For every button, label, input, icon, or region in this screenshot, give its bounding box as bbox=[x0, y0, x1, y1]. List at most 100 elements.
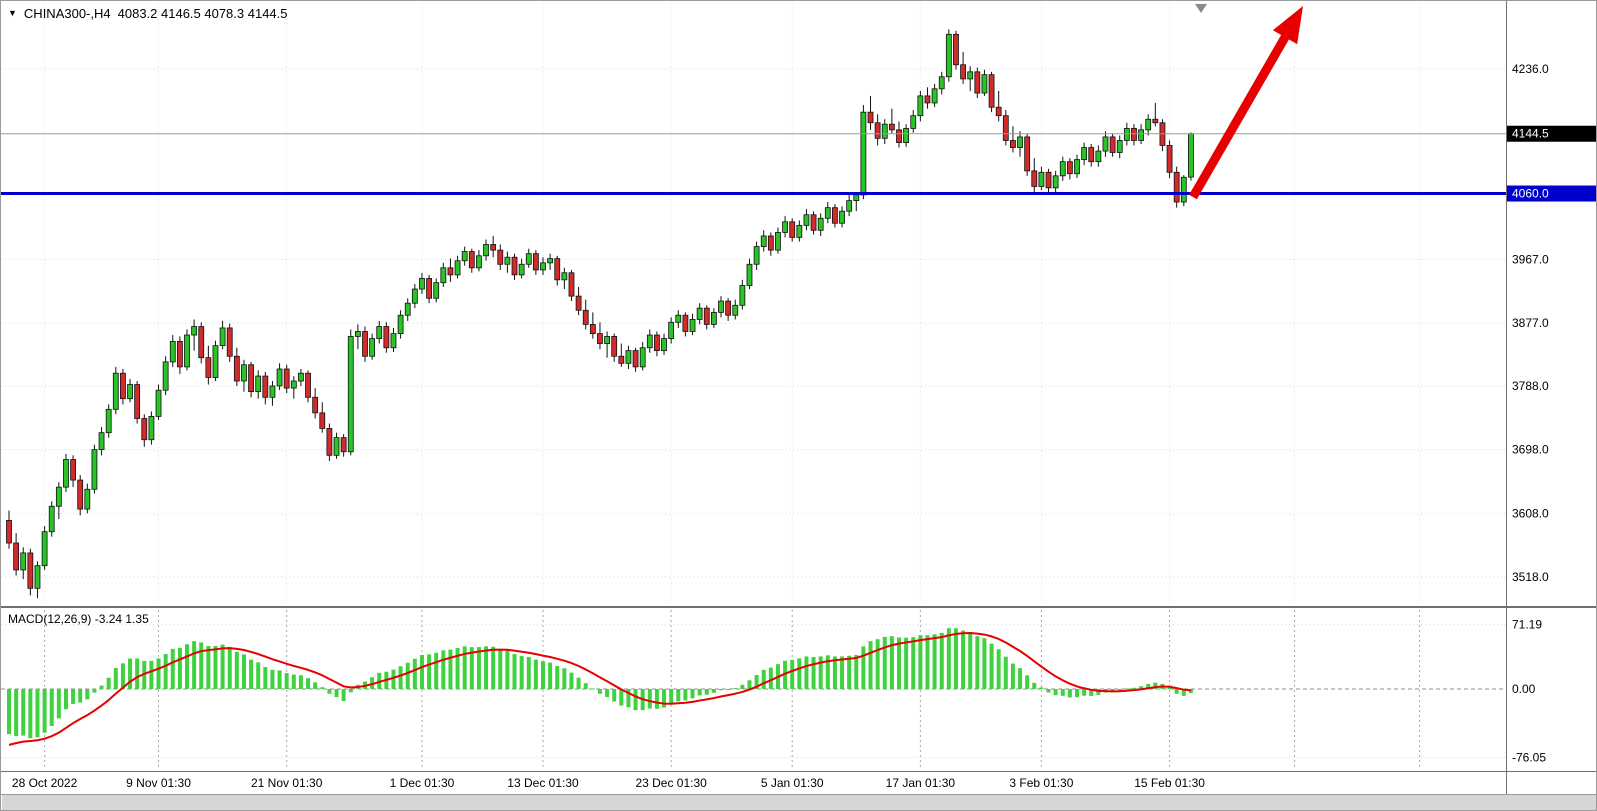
candle-body bbox=[120, 372, 126, 400]
candle-body bbox=[1102, 136, 1109, 152]
macd-histogram-bar bbox=[177, 647, 182, 689]
macd-histogram-bar bbox=[982, 638, 987, 689]
candle-body bbox=[48, 505, 55, 533]
macd-histogram-bar bbox=[804, 656, 809, 689]
macd-histogram-bar bbox=[120, 663, 125, 689]
candle-body bbox=[824, 207, 831, 219]
candle-body bbox=[597, 333, 603, 344]
candle-body bbox=[796, 224, 803, 238]
macd-histogram-bar bbox=[427, 654, 432, 689]
candle-body bbox=[1038, 171, 1045, 187]
macd-histogram-bar bbox=[1124, 688, 1129, 690]
macd-histogram-bar bbox=[911, 637, 916, 689]
candle-body bbox=[319, 412, 326, 429]
trend-arrow-shaft bbox=[1189, 19, 1298, 200]
macd-histogram-bar bbox=[398, 666, 403, 689]
macd-histogram-bar bbox=[113, 668, 118, 689]
candle-body bbox=[155, 389, 162, 417]
chart-shift-marker-icon bbox=[1195, 4, 1207, 13]
candle-body bbox=[803, 214, 810, 226]
candle-body bbox=[639, 347, 646, 368]
macd-histogram-bar bbox=[740, 684, 745, 689]
candle-body bbox=[960, 64, 966, 80]
macd-histogram-bar bbox=[882, 636, 887, 689]
macd-histogram-bar bbox=[605, 689, 610, 698]
candle-body bbox=[262, 375, 269, 398]
candle-body bbox=[974, 71, 981, 94]
candle-body bbox=[554, 258, 561, 281]
macd-histogram-bar bbox=[797, 658, 802, 689]
macd-histogram-bar bbox=[256, 662, 261, 689]
macd-histogram-bar bbox=[1082, 689, 1087, 696]
candle-body bbox=[988, 74, 995, 108]
candle-body bbox=[1045, 171, 1052, 189]
candle-body bbox=[34, 565, 41, 589]
candle-body bbox=[924, 95, 931, 104]
candle-body bbox=[13, 542, 20, 571]
time-axis-label: 9 Nov 01:30 bbox=[126, 776, 191, 790]
candle-body bbox=[682, 314, 689, 332]
candle-body bbox=[426, 278, 432, 299]
candle-body bbox=[383, 326, 390, 349]
macd-histogram-bar bbox=[925, 635, 930, 689]
macd-histogram-bar bbox=[462, 646, 467, 689]
candle-body bbox=[440, 267, 447, 284]
candle-body bbox=[810, 214, 817, 231]
candle-body bbox=[77, 479, 84, 510]
candle-body bbox=[390, 333, 397, 349]
macd-histogram-bar bbox=[1067, 689, 1072, 698]
macd-histogram-bar bbox=[313, 682, 318, 689]
macd-indicator-label: MACD(12,26,9) -3.24 1.35 bbox=[8, 612, 149, 626]
candle-body bbox=[1109, 136, 1116, 153]
candle-body bbox=[760, 235, 767, 247]
horizontal-scrollbar[interactable] bbox=[2, 794, 1597, 811]
candle-body bbox=[20, 552, 27, 571]
macd-histogram-bar bbox=[889, 636, 894, 689]
candle-body bbox=[105, 408, 112, 434]
macd-histogram-bar bbox=[42, 689, 47, 733]
macd-histogram-bar bbox=[626, 689, 631, 708]
macd-histogram-bar bbox=[234, 651, 239, 689]
macd-histogram-bar bbox=[612, 689, 617, 702]
macd-histogram-bar bbox=[1117, 689, 1122, 691]
candle-body bbox=[1002, 115, 1009, 141]
candle-body bbox=[575, 295, 582, 311]
candle-body bbox=[518, 263, 525, 276]
macd-histogram-bar bbox=[484, 646, 489, 689]
candle-body bbox=[874, 122, 881, 139]
macd-histogram-bar bbox=[455, 648, 460, 689]
macd-histogram-bar bbox=[961, 630, 966, 689]
macd-histogram-bar bbox=[569, 672, 574, 689]
candle-body bbox=[27, 552, 34, 589]
candle-body bbox=[561, 272, 568, 281]
macd-histogram-bar bbox=[320, 687, 325, 689]
macd-histogram-bar bbox=[170, 648, 175, 689]
candle-body bbox=[739, 285, 746, 306]
hline-price-tag-bg bbox=[1507, 185, 1596, 202]
bid-price-tag-bg bbox=[1507, 125, 1596, 142]
macd-histogram-bar bbox=[1188, 689, 1193, 694]
candle-body bbox=[333, 437, 340, 456]
price-axis-label: 3788.0 bbox=[1512, 379, 1549, 393]
price-axis-label: 3877.0 bbox=[1512, 316, 1549, 330]
macd-histogram-bar bbox=[192, 641, 197, 689]
candle-body bbox=[632, 350, 639, 368]
candle-body bbox=[41, 531, 48, 567]
candle-body bbox=[618, 355, 625, 364]
candle-body bbox=[746, 263, 753, 286]
macd-histogram-bar bbox=[128, 658, 133, 689]
macd-histogram-bar bbox=[284, 673, 289, 689]
candle-body bbox=[689, 319, 696, 332]
macd-histogram-bar bbox=[405, 662, 410, 689]
macd-histogram-bar bbox=[1181, 689, 1186, 696]
macd-histogram-bar bbox=[541, 661, 545, 689]
macd-histogram-bar bbox=[918, 635, 923, 689]
macd-histogram-bar bbox=[968, 632, 973, 689]
macd-histogram-bar bbox=[185, 644, 189, 689]
macd-histogram-bar bbox=[669, 689, 674, 705]
symbol-dropdown-icon[interactable]: ▼ bbox=[8, 8, 17, 18]
candle-body bbox=[1088, 147, 1095, 163]
macd-histogram-bar bbox=[633, 689, 638, 711]
candle-body bbox=[112, 372, 119, 410]
